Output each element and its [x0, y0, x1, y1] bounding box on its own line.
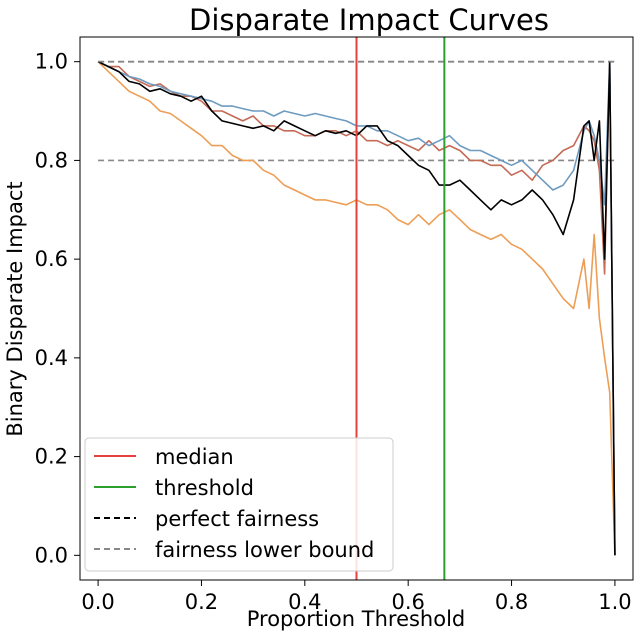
x-tick-label: 0.6	[391, 590, 424, 614]
legend-label-1: median	[155, 445, 234, 469]
plot-frame	[79, 36, 634, 581]
x-tick-label: 0.8	[495, 590, 528, 614]
chart-title: Disparate Impact Curves	[189, 3, 549, 37]
y-tick-label: 1.0	[35, 50, 68, 74]
legend-label-2: threshold	[155, 476, 254, 500]
legend-box	[84, 437, 394, 572]
x-tick-label: 0.0	[81, 590, 114, 614]
y-tick-label: 0.6	[35, 247, 68, 271]
series-line-4	[97, 60, 616, 556]
series-line-1	[97, 61, 616, 556]
x-axis: 0.0 0.2 0.4 0.6 0.8 1.0	[81, 580, 632, 614]
y-axis: 0.0 0.2 0.4 0.6 0.8 1.0	[35, 50, 80, 567]
x-tick-label: 0.2	[185, 590, 218, 614]
series-line-3	[97, 60, 616, 556]
x-axis-label: Proportion Threshold	[247, 607, 466, 631]
legend-label-4: fairness lower bound	[155, 538, 374, 562]
x-tick-label: 0.4	[288, 590, 321, 614]
legend: median threshold perfect fairness fairness …	[84, 437, 394, 572]
y-tick-label: 0.8	[35, 148, 68, 172]
y-axis-label: Binary Disparate Impact	[3, 181, 27, 436]
legend-label-3: perfect fairness	[155, 507, 319, 531]
y-tick-label: 0.0	[35, 543, 68, 567]
y-tick-label: 0.2	[35, 445, 68, 469]
plot-area	[97, 37, 616, 580]
y-tick-label: 0.4	[35, 346, 68, 370]
x-tick-label: 1.0	[598, 590, 631, 614]
